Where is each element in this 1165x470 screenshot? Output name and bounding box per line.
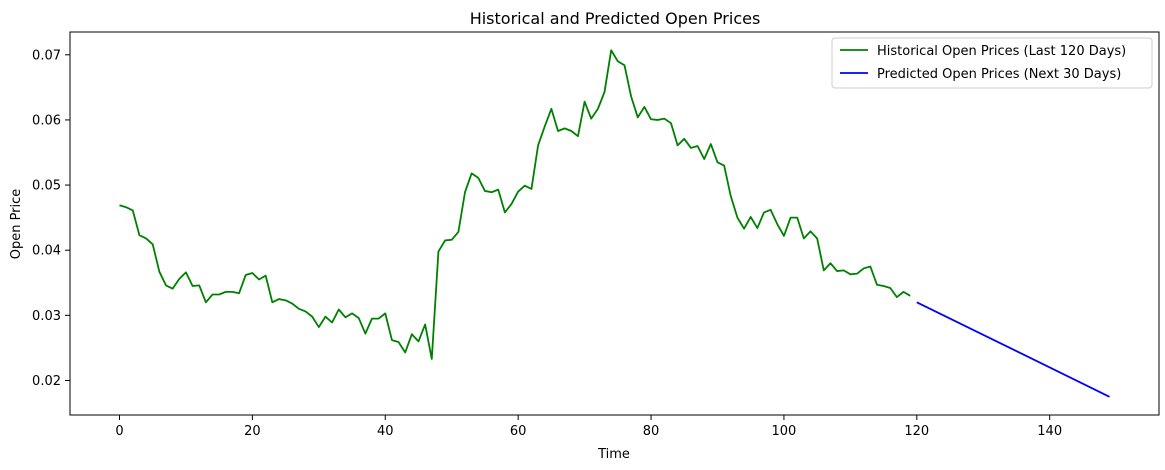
x-tick-label: 40 [377,424,394,439]
y-tick-label: 0.02 [32,374,61,389]
y-tick-label: 0.07 [32,48,61,63]
x-tick-label: 0 [115,424,123,439]
x-tick-label: 140 [1037,424,1062,439]
chart-title: Historical and Predicted Open Prices [470,9,761,28]
x-tick-label: 80 [643,424,660,439]
axes-frame [69,31,1160,416]
x-tick-label: 100 [772,424,797,439]
series-historical-line [119,49,911,360]
x-axis-label: Time [597,447,630,462]
legend-label-historical: Historical Open Prices (Last 120 Days) [877,44,1126,59]
x-tick-label: 60 [510,424,527,439]
series-predicted-line [916,301,1110,398]
y-tick-label: 0.06 [32,113,61,128]
x-tick-label: 20 [244,424,261,439]
y-tick-label: 0.03 [32,309,61,324]
y-tick-label: 0.04 [32,244,61,259]
y-tick-label: 0.05 [32,179,61,194]
legend-label-predicted: Predicted Open Prices (Next 30 Days) [877,67,1121,82]
series-lines [119,49,1110,398]
y-axis-label: Open Price [9,189,24,260]
legend-box [831,37,1153,89]
x-axis-ticks: 0 20 40 60 80 100 120 140 [115,415,1062,439]
y-axis-ticks: 0.02 0.03 0.04 0.05 0.06 0.07 [32,48,70,389]
legend: Historical Open Prices (Last 120 Days) P… [831,37,1153,89]
x-tick-label: 120 [904,424,929,439]
